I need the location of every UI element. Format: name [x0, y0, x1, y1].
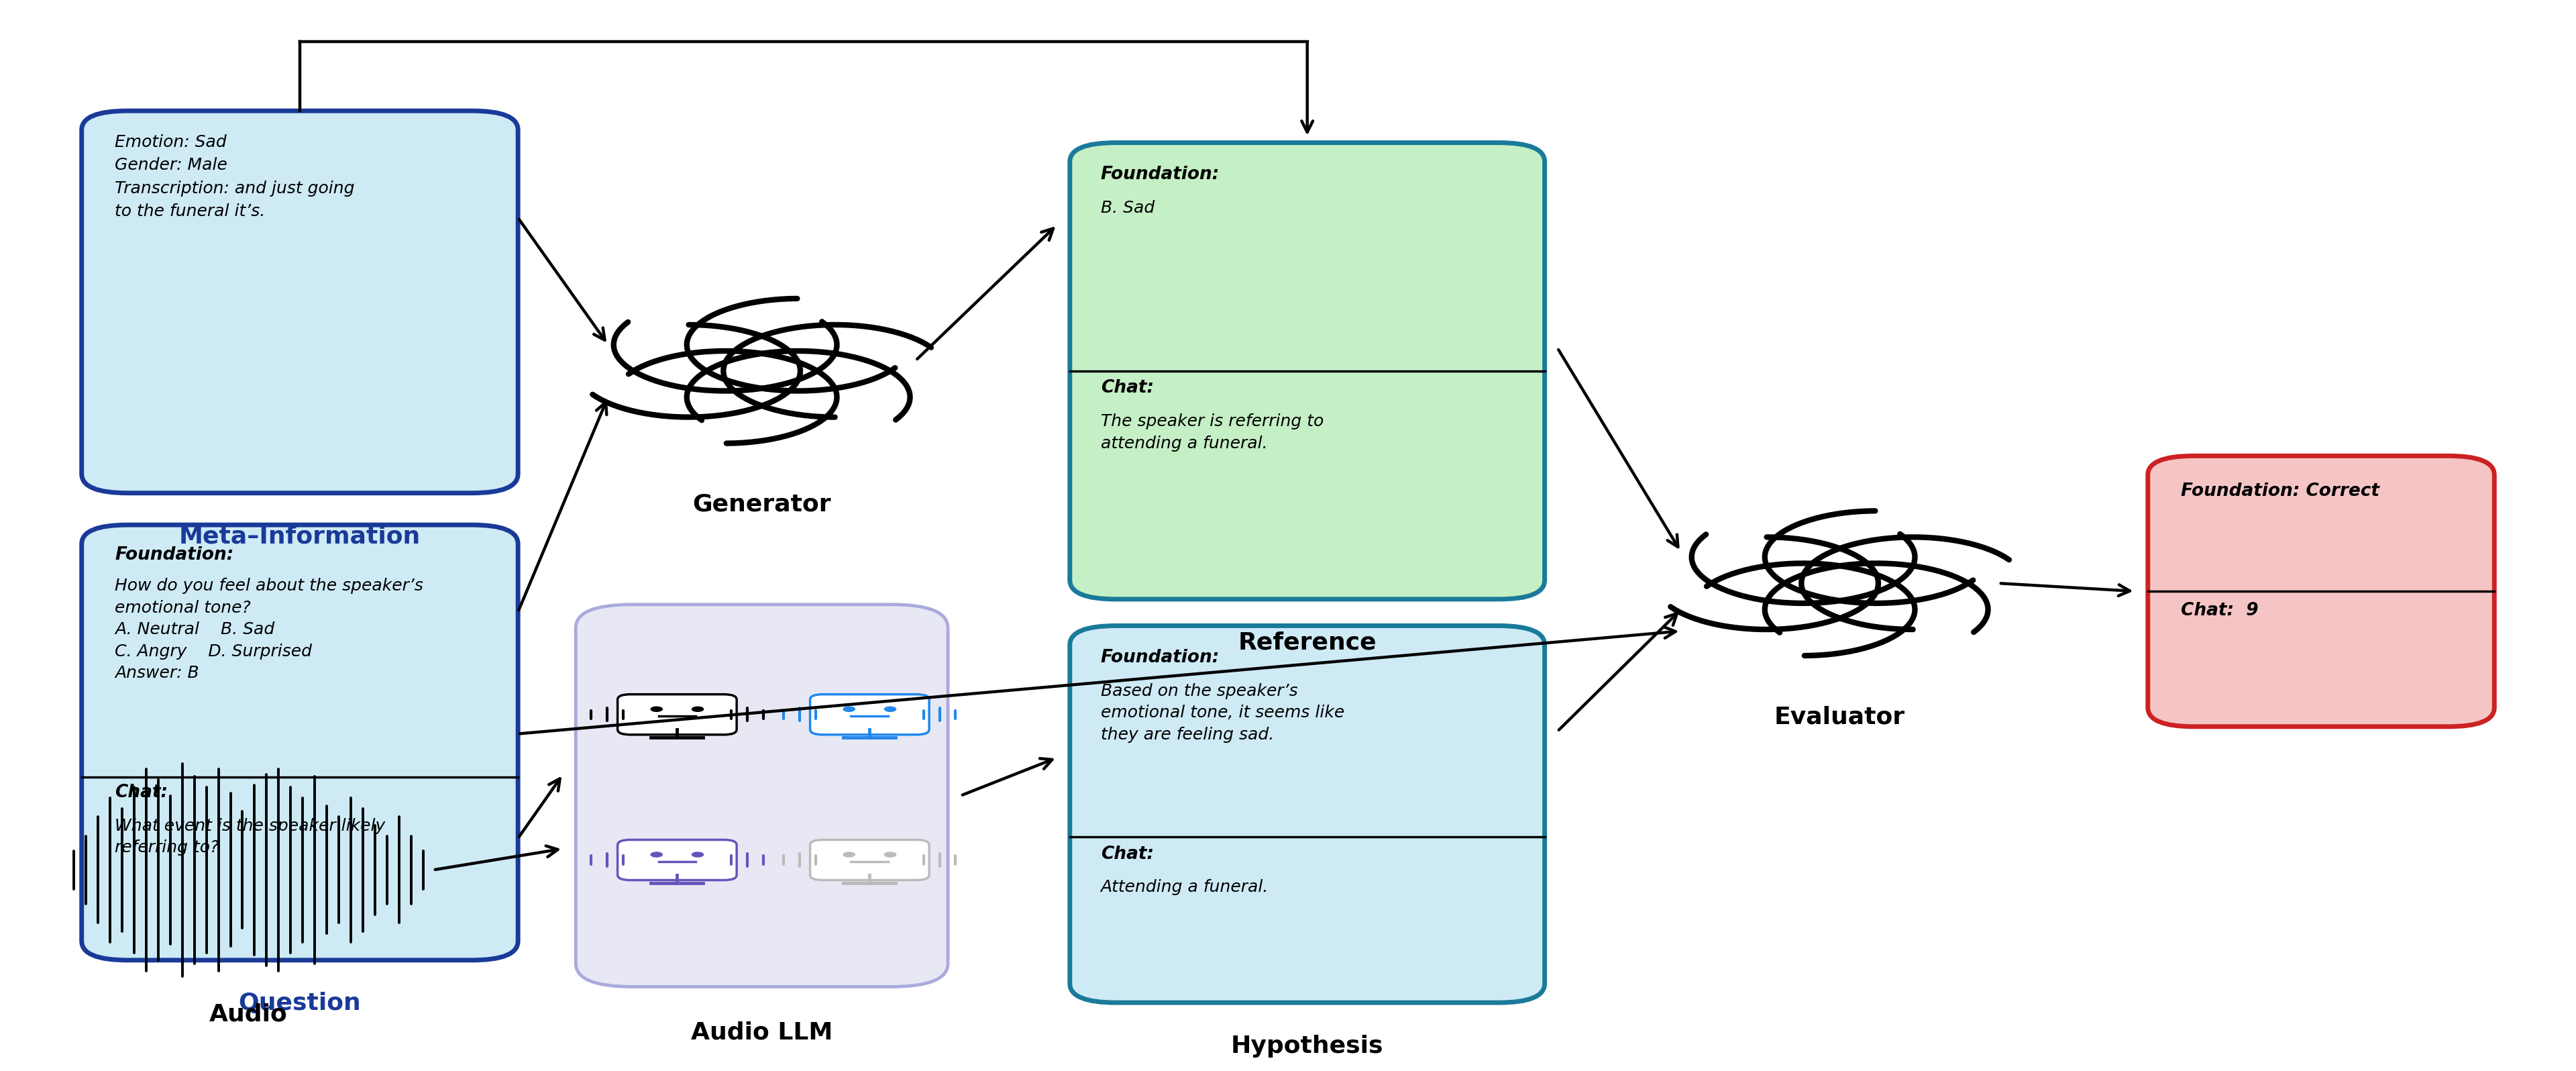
- Text: Hypothesis: Hypothesis: [1231, 1035, 1383, 1057]
- Text: Reference: Reference: [1239, 631, 1376, 654]
- Text: Foundation:: Foundation:: [1100, 649, 1218, 666]
- Circle shape: [884, 707, 896, 711]
- FancyBboxPatch shape: [82, 525, 518, 961]
- FancyBboxPatch shape: [618, 694, 737, 735]
- Text: B. Sad: B. Sad: [1100, 200, 1154, 216]
- Text: Evaluator: Evaluator: [1775, 706, 1906, 728]
- FancyBboxPatch shape: [809, 840, 930, 880]
- Text: Generator: Generator: [693, 493, 832, 516]
- Text: Chat:: Chat:: [1100, 379, 1154, 397]
- Text: Meta–Information: Meta–Information: [178, 525, 420, 547]
- Text: The speaker is referring to
attending a funeral.: The speaker is referring to attending a …: [1100, 413, 1324, 451]
- FancyBboxPatch shape: [809, 694, 930, 735]
- Text: Based on the speaker’s
emotional tone, it seems like
they are feeling sad.: Based on the speaker’s emotional tone, i…: [1100, 683, 1345, 743]
- Text: Question: Question: [240, 992, 361, 1015]
- FancyBboxPatch shape: [1069, 625, 1546, 1002]
- Text: Audio: Audio: [209, 1002, 289, 1025]
- FancyBboxPatch shape: [2148, 456, 2494, 726]
- FancyBboxPatch shape: [82, 110, 518, 493]
- Circle shape: [652, 853, 662, 857]
- Text: Foundation:: Foundation:: [1100, 166, 1218, 183]
- Circle shape: [842, 707, 855, 711]
- FancyBboxPatch shape: [577, 604, 948, 986]
- Text: Emotion: Sad
Gender: Male
Transcription: and just going
to the funeral it’s.: Emotion: Sad Gender: Male Transcription:…: [116, 134, 355, 220]
- Text: Audio LLM: Audio LLM: [690, 1021, 832, 1043]
- Circle shape: [652, 707, 662, 711]
- Text: Attending a funeral.: Attending a funeral.: [1100, 879, 1267, 895]
- Text: Foundation: Correct: Foundation: Correct: [2182, 482, 2380, 500]
- Text: Chat:  9: Chat: 9: [2182, 602, 2259, 619]
- Text: Foundation:: Foundation:: [116, 546, 234, 563]
- Circle shape: [884, 853, 896, 857]
- FancyBboxPatch shape: [1069, 142, 1546, 599]
- Text: Chat:: Chat:: [1100, 845, 1154, 863]
- Circle shape: [842, 853, 855, 857]
- Circle shape: [693, 707, 703, 711]
- Text: How do you feel about the speaker’s
emotional tone?
A. Neutral    B. Sad
C. Angr: How do you feel about the speaker’s emot…: [116, 578, 422, 681]
- Text: What event is the speaker likely
referring to?: What event is the speaker likely referri…: [116, 817, 386, 856]
- Text: Chat:: Chat:: [116, 784, 167, 801]
- Circle shape: [693, 853, 703, 857]
- FancyBboxPatch shape: [618, 840, 737, 880]
